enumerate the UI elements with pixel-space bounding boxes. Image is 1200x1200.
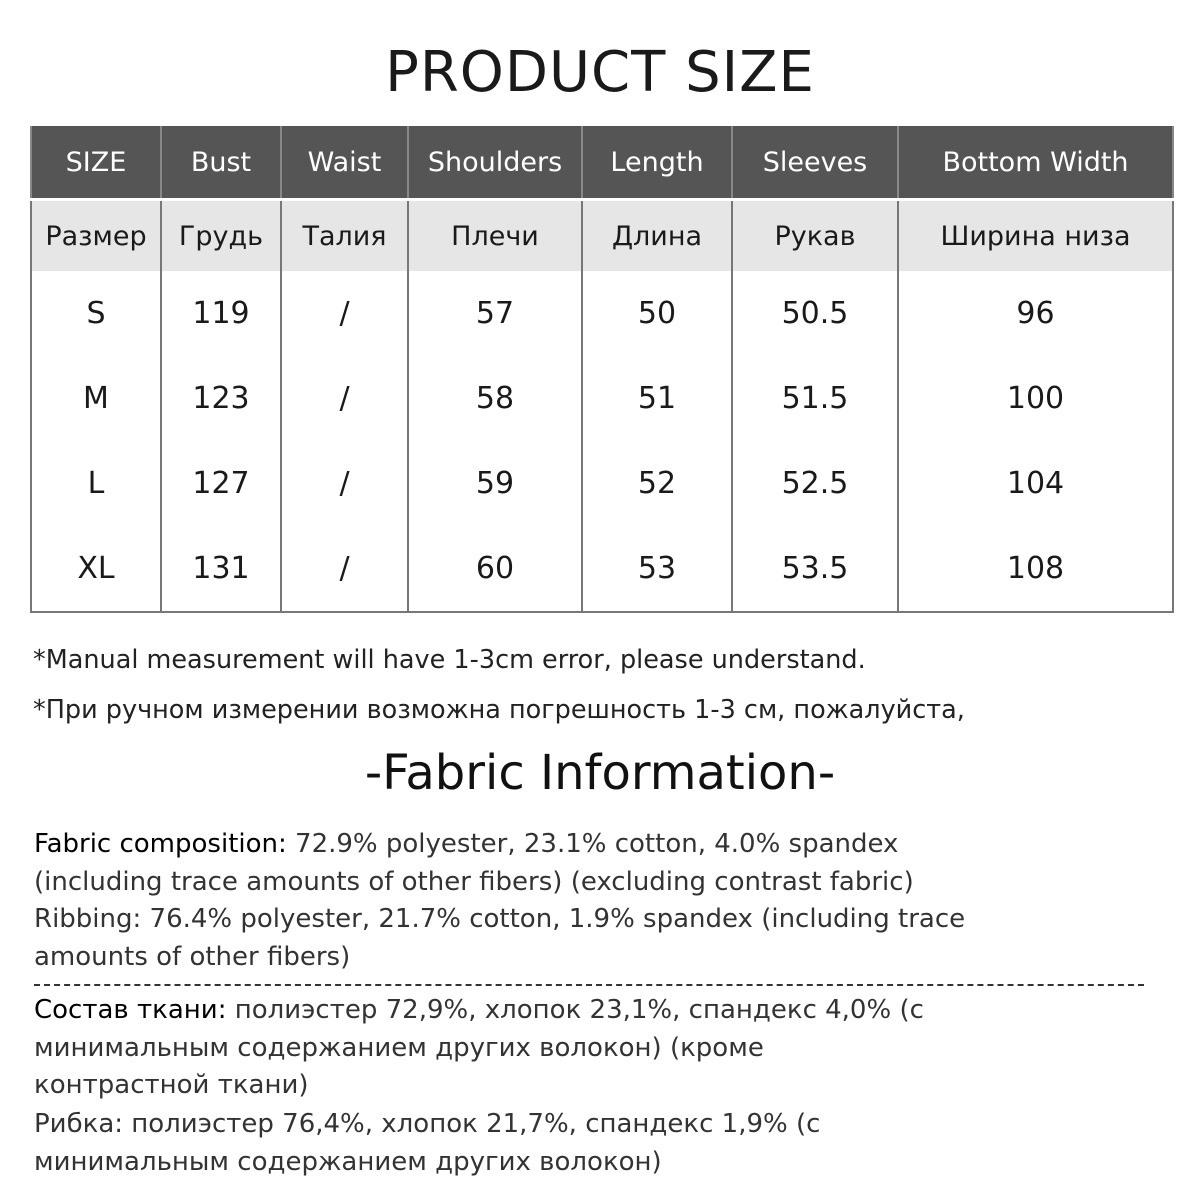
table-cell: 59 xyxy=(407,441,583,526)
table-cell: Ширина низа xyxy=(897,198,1174,271)
table-cell: M xyxy=(30,356,162,441)
table-cell: Sleeves xyxy=(731,126,899,200)
table-cell: Length xyxy=(581,126,733,200)
table-cell: 53.5 xyxy=(731,526,899,613)
table-cell: SIZE xyxy=(30,126,162,200)
table-cell: Плечи xyxy=(407,198,583,271)
fabric-ru-label: Состав ткани: xyxy=(34,995,227,1025)
table-cell: 100 xyxy=(897,356,1174,441)
table-cell: 53 xyxy=(581,526,733,613)
table-cell: S xyxy=(30,271,162,356)
table-cell: Bottom Width xyxy=(897,126,1174,200)
table-cell: 108 xyxy=(897,526,1174,613)
table-cell: 52.5 xyxy=(731,441,899,526)
table-cell: 127 xyxy=(160,441,282,526)
table-cell: / xyxy=(280,271,409,356)
header-row-ru: Размер Грудь Талия Плечи Длина Рукав Ширина ни… xyxy=(30,198,1174,271)
table-cell: 58 xyxy=(407,356,583,441)
table-cell: 96 xyxy=(897,271,1174,356)
table-cell: 50.5 xyxy=(731,271,899,356)
table-cell: 57 xyxy=(407,271,583,356)
table-cell: 51 xyxy=(581,356,733,441)
table-cell: Bust xyxy=(160,126,282,200)
table-cell: / xyxy=(280,526,409,613)
fabric-en-line: Ribbing: 76.4% polyester, 21.7% cotton, … xyxy=(34,904,966,934)
fabric-en-label: Fabric composition: xyxy=(34,829,287,859)
table-row: M 123/58 51 51.5 100 xyxy=(30,356,1174,441)
table-cell: Грудь xyxy=(160,198,282,271)
table-cell: Длина xyxy=(581,198,733,271)
table-cell: Shoulders xyxy=(407,126,583,200)
note-ru: *При ручном измерении возможна погрешнос… xyxy=(33,695,965,725)
fabric-title: -Fabric Information- xyxy=(364,745,836,801)
fabric-ru-line: минимальным содержанием других волокон) xyxy=(34,1147,662,1177)
fabric-ru-line: минимальным содержанием других волокон) … xyxy=(34,1033,764,1063)
table-cell: Рукав xyxy=(731,198,899,271)
table-cell: Талия xyxy=(280,198,409,271)
header-row-en: SIZE Bust Waist Shoulders Length Sleeves Botto… xyxy=(30,126,1174,200)
note-en: *Manual measurement will have 1-3cm erro… xyxy=(33,645,866,675)
fabric-en-line: amounts of other fibers) xyxy=(34,942,351,972)
table-cell: XL xyxy=(30,526,162,613)
table-cell: L xyxy=(30,441,162,526)
table-cell: 50 xyxy=(581,271,733,356)
fabric-en-line: Fabric composition: 72.9% polyester, 23.… xyxy=(34,829,899,859)
table-cell: 60 xyxy=(407,526,583,613)
size-table: SIZE Bust Waist Shoulders Length Sleeves Botto… xyxy=(30,126,1174,613)
table-cell: 123 xyxy=(160,356,282,441)
divider xyxy=(34,984,1144,986)
table-cell: Waist xyxy=(280,126,409,200)
table-row: L 127/59 52 52.5 104 xyxy=(30,441,1174,526)
fabric-ru-line: Рибка: полиэстер 76,4%, хлопок 21,7%, сп… xyxy=(34,1109,821,1139)
table-cell: 104 xyxy=(897,441,1174,526)
fabric-ru-line: контрастной ткани) xyxy=(34,1070,309,1100)
fabric-ru-line: Состав ткани: полиэстер 72,9%, хлопок 23… xyxy=(34,995,924,1025)
table-cell: 51.5 xyxy=(731,356,899,441)
table-row: S 119/57 50 50.5 96 xyxy=(30,271,1174,356)
table-cell: 119 xyxy=(160,271,282,356)
table-cell: 131 xyxy=(160,526,282,613)
table-cell: / xyxy=(280,356,409,441)
page-title: PRODUCT SIZE xyxy=(385,40,815,105)
table-row: XL 131/60 53 53.5 108 xyxy=(30,526,1174,613)
table-cell: Размер xyxy=(30,198,162,271)
table-cell: / xyxy=(280,441,409,526)
table-cell: 52 xyxy=(581,441,733,526)
fabric-en-line: (including trace amounts of other fibers… xyxy=(34,867,914,897)
